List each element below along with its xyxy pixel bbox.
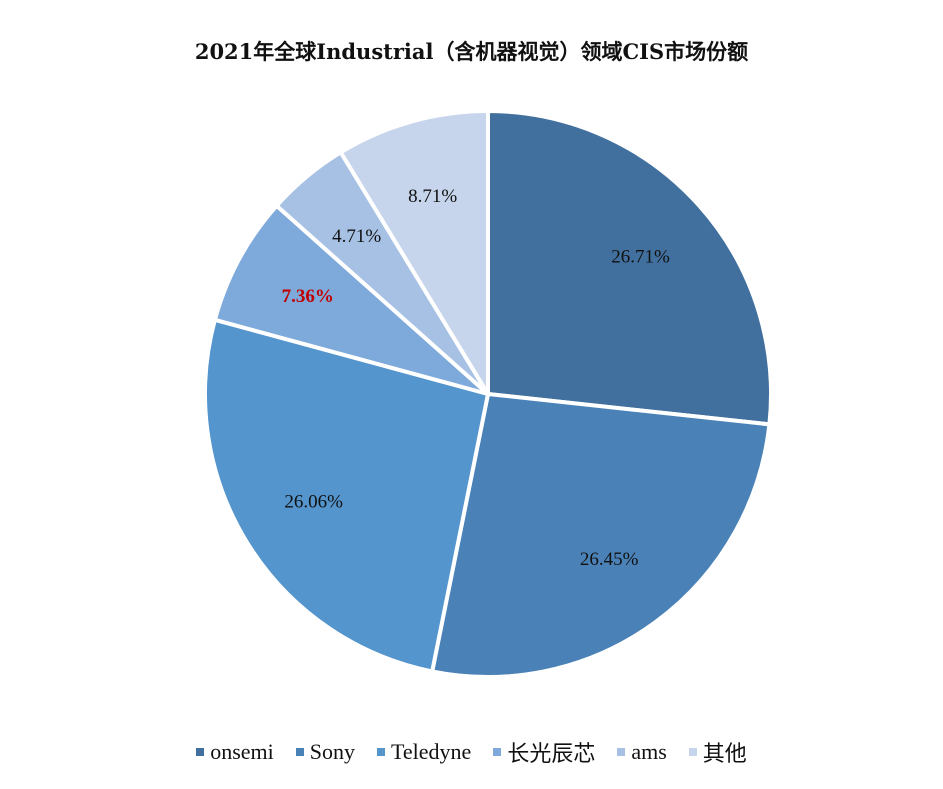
pie-slice-0	[486, 109, 773, 427]
legend-label-0: onsemi	[210, 739, 274, 764]
pie-slice-1	[430, 392, 772, 679]
data-label-3: 7.36%	[282, 286, 334, 307]
legend-label-1: Sony	[309, 739, 355, 764]
legend-label-5: 其他	[702, 741, 747, 766]
legend-item-5: 其他	[688, 736, 747, 768]
legend-label-2: Teledyne	[391, 739, 472, 764]
data-label-1: 26.45%	[580, 549, 639, 570]
legend-swatch-5	[688, 748, 697, 756]
pie-slice-3	[212, 203, 490, 396]
legend-item-1: Sony	[295, 739, 355, 765]
data-label-0: 26.71%	[611, 247, 670, 268]
data-label-2: 26.06%	[284, 491, 343, 512]
pie-slice-2	[203, 317, 490, 674]
legend-item-0: onsemi	[196, 739, 274, 765]
legend-label-3: 长光辰芯	[507, 741, 596, 766]
legend-swatch-2	[377, 748, 385, 756]
legend-swatch-4	[617, 748, 626, 756]
data-label-4: 4.71%	[332, 226, 381, 247]
legend-item-3: 长光辰芯	[493, 736, 595, 768]
legend-item-4: ams	[617, 739, 667, 765]
legend: onsemi Sony Teledyne 长光辰芯 ams 其他	[0, 736, 943, 768]
legend-swatch-0	[196, 748, 205, 756]
legend-swatch-1	[295, 748, 304, 756]
pie-slice-5	[338, 109, 490, 396]
data-label-5: 8.71%	[408, 186, 457, 207]
legend-label-4: ams	[631, 739, 667, 764]
legend-swatch-3	[493, 748, 502, 756]
chart-title: 2021年全球Industrial（含机器视觉）领域CIS市场份额	[194, 39, 749, 64]
legend-item-2: Teledyne	[377, 739, 471, 765]
